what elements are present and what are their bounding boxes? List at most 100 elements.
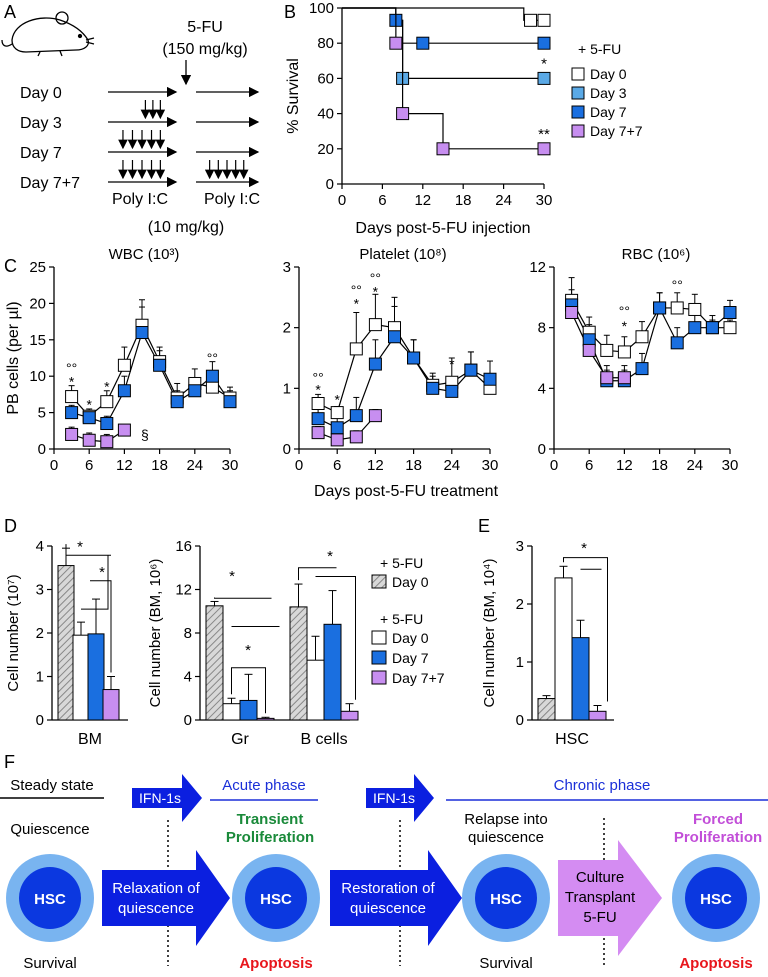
acute-phase-label: Acute phase: [222, 777, 305, 794]
x-tick-label: 24: [443, 457, 460, 474]
y-tick-label: 0: [36, 712, 44, 729]
bar: [571, 637, 590, 721]
legend-label: Day 7: [392, 650, 429, 666]
survival-right-label: Survival: [479, 955, 532, 972]
significance-bracket: [90, 580, 112, 673]
x-tick-label: 18: [151, 457, 168, 474]
data-point: [117, 358, 131, 372]
y-tick-label: 1: [283, 380, 291, 397]
data-point: [688, 302, 702, 316]
legend-label: Day 7: [590, 104, 627, 120]
series-line: [71, 323, 231, 418]
y-tick-label: 2: [516, 596, 524, 613]
annotation: °°: [619, 303, 630, 319]
legend-title: + 5-FU: [380, 555, 423, 571]
restoration-label-2: quiescence: [350, 900, 426, 917]
x-tick-label: 18: [405, 457, 422, 474]
panel-f-diagram: Steady state Quiescence Survival IFN-1s …: [0, 774, 768, 972]
culture-label-3: 5-FU: [583, 909, 616, 926]
significance-bracket: [81, 555, 109, 610]
y-tick-label: 12: [529, 259, 546, 276]
series-line: [571, 300, 730, 353]
legend-swatch: [371, 574, 387, 589]
annotation: °°: [312, 369, 323, 385]
d-legend: + 5-FU Day 0 + 5-FU Day 0 Day 7 Day 7+7: [371, 555, 445, 686]
x-tick-label: 0: [550, 457, 558, 474]
significance-mark: *: [77, 538, 83, 555]
panel-label-a: A: [4, 2, 16, 22]
x-tick-label: 6: [378, 192, 386, 209]
legend-swatch: [571, 124, 585, 138]
restoration-label-1: Restoration of: [341, 880, 435, 897]
y-tick-label: 4: [184, 669, 192, 686]
data-point: [670, 336, 684, 350]
data-point: [368, 318, 382, 332]
y-tick-label: 8: [538, 320, 546, 337]
chronic-phase-label: Chronic phase: [554, 777, 651, 794]
ifn-arrow-2: [366, 774, 434, 822]
data-point: [65, 406, 79, 420]
annotation: °°: [66, 360, 77, 376]
hsc-circle-2: HSC: [232, 854, 320, 942]
restoration-arrow: [330, 850, 462, 946]
data-point: [464, 363, 478, 377]
data-point: [311, 397, 325, 410]
polyic-dose: (10 mg/kg): [148, 219, 224, 236]
data-point: [426, 381, 440, 395]
annotation: *: [449, 356, 455, 372]
data-point: [723, 306, 737, 319]
survival-marker: [537, 142, 551, 156]
y-tick-label: 2: [283, 320, 291, 337]
y-tick-label: 0: [283, 441, 291, 458]
data-point: [205, 369, 219, 383]
group-label: Gr: [231, 731, 249, 748]
culture-label-2: Transplant: [565, 889, 636, 906]
schedule-row-label: Day 7: [20, 145, 62, 162]
survival-marker: [537, 36, 551, 50]
y-axis-label: Cell number (BM, 10⁶): [147, 559, 164, 708]
bar: [57, 565, 75, 721]
data-point: [600, 371, 614, 385]
data-point: [349, 409, 363, 423]
data-point: [407, 351, 421, 365]
steady-state-label: Steady state: [10, 777, 93, 794]
x-tick-label: 30: [222, 457, 239, 474]
survival-marker: [416, 36, 430, 50]
significance-mark: **: [538, 126, 550, 143]
data-point: [170, 395, 184, 409]
survival-marker: [537, 13, 551, 27]
bar: [239, 699, 258, 721]
data-point: [565, 306, 579, 319]
forced-label-2: Proliferation: [674, 829, 762, 846]
annotation: °°: [672, 277, 683, 293]
data-point: [65, 427, 79, 441]
schedule-row-label: Day 3: [20, 115, 62, 132]
apoptosis-label-1: Apoptosis: [239, 955, 312, 972]
y-tick-label: 1: [36, 669, 44, 686]
y-tick-label: 20: [317, 141, 334, 158]
y-tick-label: 3: [283, 259, 291, 276]
annotation: °°: [351, 282, 362, 298]
data-point: [670, 301, 684, 315]
data-point: [582, 343, 596, 357]
x-tick-label: 6: [85, 457, 93, 474]
hsc-chart: 0 1 2 3 Cell number (BM, 10⁴) HSC *: [481, 538, 614, 748]
x-axis-label: Days post-5-FU injection: [355, 220, 530, 237]
annotation: *: [315, 382, 321, 398]
y-axis-label: PB cells (per µl): [5, 301, 22, 414]
drug-dose: (150 mg/kg): [162, 41, 247, 58]
data-point: [100, 435, 114, 449]
data-point: [705, 321, 719, 335]
y-axis-label: % Survival: [285, 58, 302, 134]
data-point: [368, 409, 382, 423]
ifn-label-1: IFN-1s: [139, 790, 181, 806]
x-tick-label: 0: [295, 457, 303, 474]
ifn-label-2: IFN-1s: [373, 790, 415, 806]
data-point: [311, 426, 325, 440]
chart-title: RBC (10⁶): [622, 246, 691, 263]
bar: [554, 577, 573, 721]
x-tick-label: 12: [116, 457, 133, 474]
hsc-label-1: HSC: [34, 891, 66, 908]
data-point: [205, 380, 219, 394]
